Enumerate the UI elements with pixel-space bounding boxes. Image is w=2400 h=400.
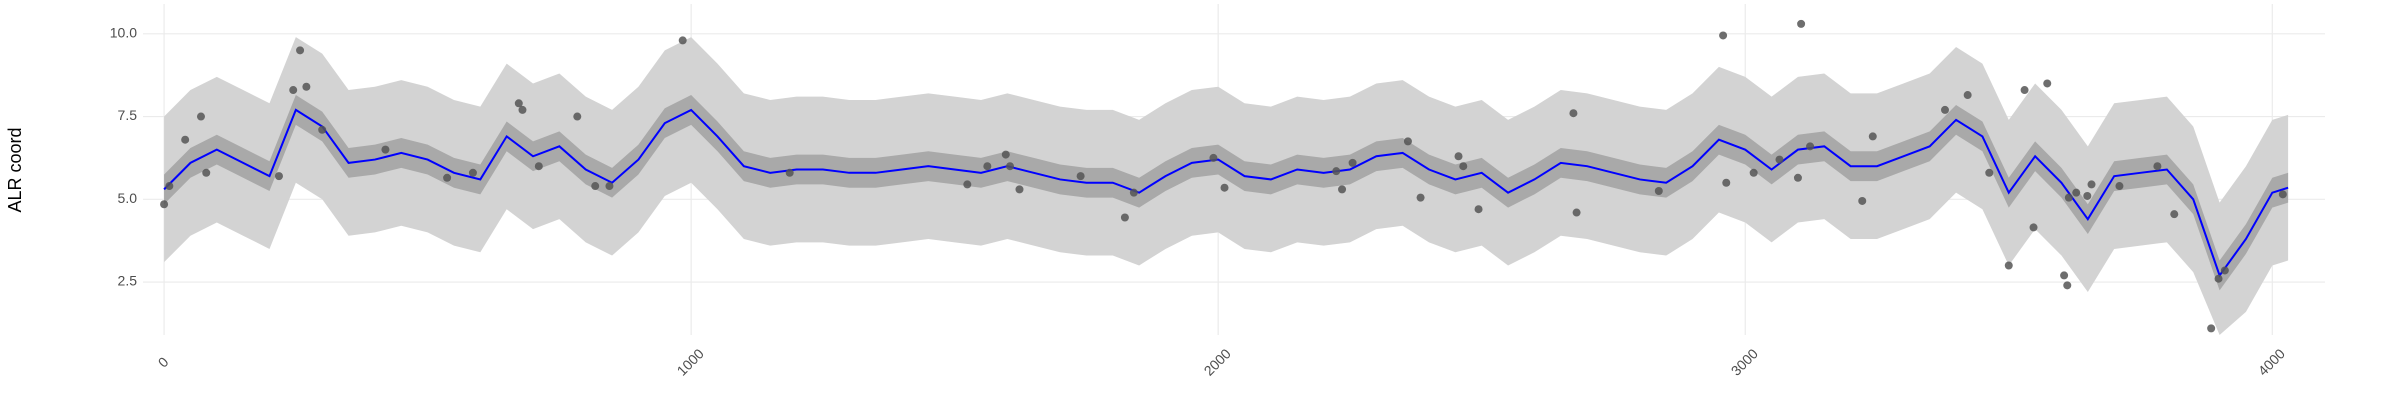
data-point [1076, 172, 1085, 181]
data-point [181, 135, 190, 144]
data-point [518, 105, 527, 114]
x-tick-label: 2000 [1201, 345, 1234, 378]
data-point [514, 99, 523, 108]
x-tick-label: 1000 [674, 345, 707, 378]
data-point [2170, 210, 2179, 219]
y-tick-label: 7.5 [118, 107, 138, 123]
data-point [1654, 187, 1663, 196]
data-point [1403, 137, 1412, 146]
data-point [1775, 155, 1784, 164]
data-point [2072, 188, 2081, 197]
data-point [1332, 167, 1341, 176]
data-point [1793, 173, 1802, 182]
data-point [678, 36, 687, 45]
data-point [1209, 153, 1218, 162]
data-point [2043, 79, 2052, 88]
data-point [1001, 150, 1010, 159]
data-point [2278, 190, 2287, 199]
data-point [573, 112, 582, 121]
x-tick-label: 4000 [2255, 345, 2288, 378]
y-tick-label: 10.0 [110, 24, 137, 40]
data-point [468, 168, 477, 177]
data-point [318, 125, 327, 134]
data-point [2063, 281, 2072, 290]
data-point [1220, 183, 1229, 192]
data-point [2115, 182, 2124, 191]
data-point [1338, 185, 1347, 194]
data-point [605, 182, 614, 191]
x-tick-label: 0 [155, 354, 172, 371]
data-point [2060, 271, 2069, 280]
data-point [1963, 91, 1972, 100]
data-point [1454, 152, 1463, 161]
data-point [1129, 188, 1138, 197]
data-point [2064, 193, 2073, 202]
data-point [443, 173, 452, 182]
data-point [196, 112, 205, 121]
data-point [296, 46, 305, 55]
data-point [1797, 19, 1806, 28]
data-point [591, 182, 600, 191]
data-point [1569, 109, 1578, 118]
data-point [1719, 31, 1728, 40]
data-point [1348, 158, 1357, 167]
data-point [2004, 261, 2013, 270]
data-point [165, 182, 174, 191]
data-point [289, 86, 298, 95]
data-point [963, 180, 972, 189]
data-point [1722, 178, 1731, 187]
data-point [1985, 168, 1994, 177]
data-point [2220, 266, 2229, 275]
data-point [1015, 185, 1024, 194]
data-point [381, 145, 390, 154]
data-point [2087, 180, 2096, 189]
data-point [1868, 132, 1877, 141]
data-point [2029, 223, 2038, 232]
data-point [302, 82, 311, 91]
data-point [160, 200, 169, 209]
data-point [983, 162, 992, 171]
data-point [1416, 193, 1425, 202]
data-point [1858, 196, 1867, 205]
data-point [202, 168, 211, 177]
data-point [2020, 86, 2029, 95]
fit-line [163, 108, 2289, 278]
data-point [1474, 205, 1483, 214]
data-point [785, 168, 794, 177]
data-point [274, 172, 283, 181]
data-point [1806, 142, 1815, 151]
data-point [1572, 208, 1581, 217]
data-point [1006, 162, 1015, 171]
data-point [2214, 274, 2223, 283]
data-point [1749, 168, 1758, 177]
data-point [1459, 162, 1468, 171]
data-point [2207, 324, 2216, 333]
data-point [2083, 191, 2092, 200]
data-point [1120, 213, 1129, 222]
data-point [534, 162, 543, 171]
y-tick-label: 2.5 [118, 273, 138, 289]
data-point [2153, 162, 2162, 171]
confidence-band [164, 95, 2289, 291]
y-tick-label: 5.0 [118, 190, 138, 206]
x-tick-label: 3000 [1728, 345, 1761, 378]
data-point [1940, 105, 1949, 114]
y-axis-label: ALR coord [5, 127, 25, 212]
